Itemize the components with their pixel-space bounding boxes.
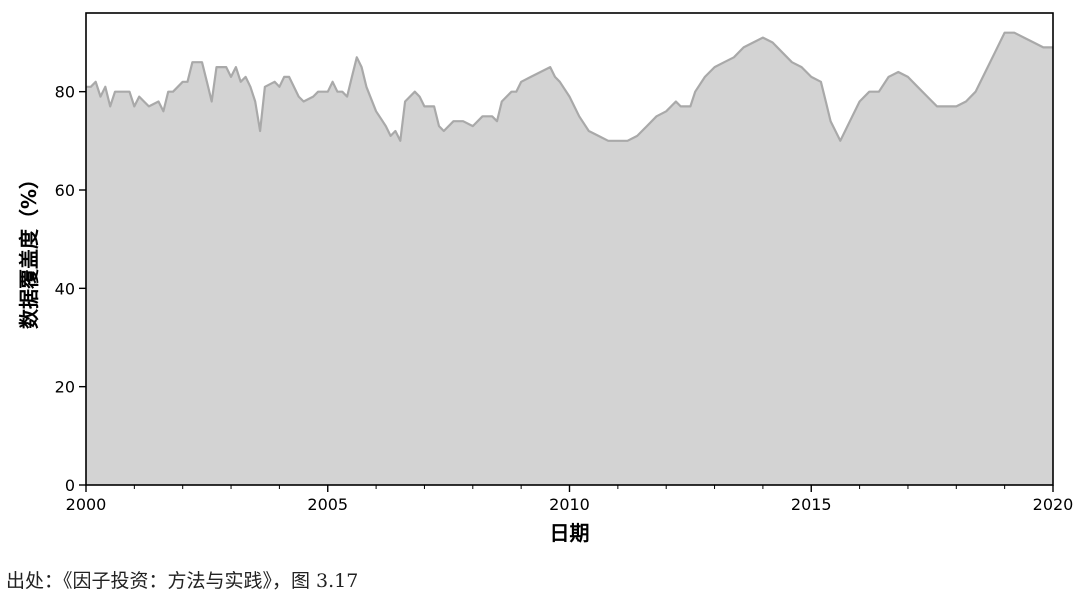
x-tick-label: 2015 xyxy=(791,495,832,514)
coverage-area-fill xyxy=(86,32,1053,485)
x-axis: 2000 2005 2010 2015 2020 xyxy=(66,485,1074,514)
y-tick-label: 80 xyxy=(55,83,75,102)
y-axis-label: 数据覆盖度（%） xyxy=(17,169,41,329)
x-tick-label: 2000 xyxy=(66,495,107,514)
area-chart: 2000 2005 2010 2015 2020 0 20 40 60 80 日期 数据覆盖度（… xyxy=(17,12,1074,545)
x-axis-label: 日期 xyxy=(550,521,590,545)
x-tick-label: 2005 xyxy=(307,495,348,514)
coverage-line xyxy=(86,31,1053,142)
y-tick-label: 20 xyxy=(55,378,75,397)
y-tick-label: 60 xyxy=(55,181,75,200)
plot-area xyxy=(85,12,1054,486)
x-tick-label: 2020 xyxy=(1033,495,1074,514)
y-axis: 0 20 40 60 80 xyxy=(55,83,86,495)
x-tick-label: 2010 xyxy=(549,495,590,514)
y-tick-label: 0 xyxy=(65,476,75,495)
source-note: 出处：《因子投资：方法与实践》，图 3.17 xyxy=(6,570,359,592)
y-tick-label: 40 xyxy=(55,279,75,298)
